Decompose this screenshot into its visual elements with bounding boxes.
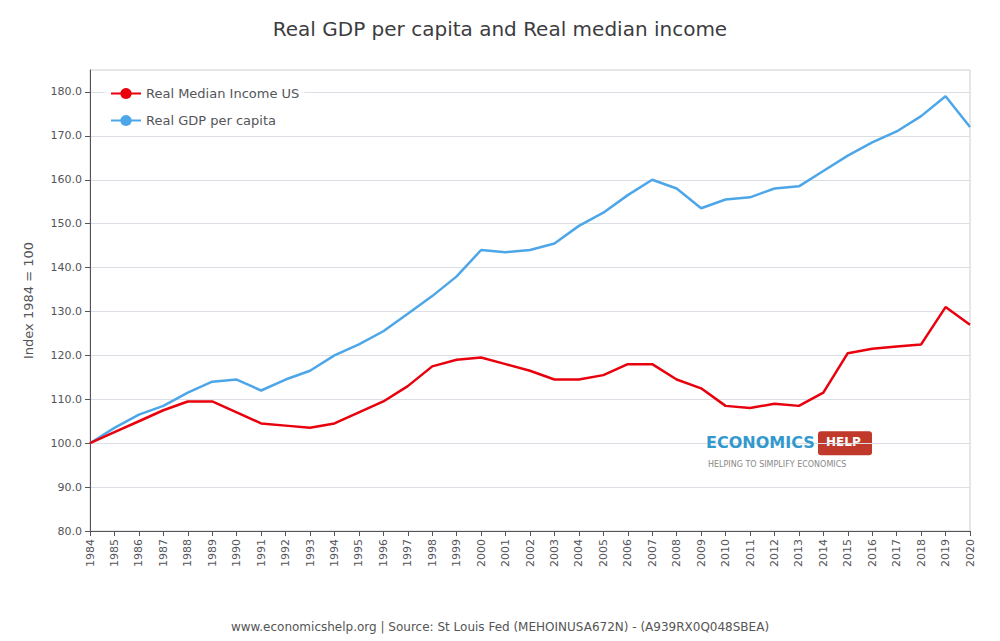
svg-text:1987: 1987 — [157, 539, 170, 567]
svg-text:1997: 1997 — [401, 539, 414, 567]
svg-text:2003: 2003 — [548, 539, 561, 567]
svg-text:Index 1984 = 100: Index 1984 = 100 — [21, 242, 36, 359]
svg-text:2008: 2008 — [670, 539, 683, 567]
svg-text:2011: 2011 — [744, 539, 757, 567]
svg-text:150.0: 150.0 — [51, 217, 83, 230]
svg-text:Real GDP per capita and Real m: Real GDP per capita and Real median inco… — [273, 17, 727, 41]
svg-text:120.0: 120.0 — [51, 349, 83, 362]
svg-text:2006: 2006 — [621, 539, 634, 567]
svg-text:2020: 2020 — [964, 539, 977, 567]
svg-text:2010: 2010 — [719, 539, 732, 567]
svg-text:160.0: 160.0 — [51, 173, 83, 186]
svg-text:ECONOMICS: ECONOMICS — [706, 433, 815, 452]
svg-text:2005: 2005 — [597, 539, 610, 567]
svg-text:HELP: HELP — [826, 435, 861, 449]
svg-text:1991: 1991 — [255, 539, 268, 567]
svg-text:1993: 1993 — [304, 539, 317, 567]
svg-text:2014: 2014 — [817, 539, 830, 567]
svg-text:1990: 1990 — [230, 539, 243, 567]
svg-text:140.0: 140.0 — [51, 261, 83, 274]
svg-text:1996: 1996 — [377, 539, 390, 567]
svg-text:80.0: 80.0 — [58, 525, 83, 538]
svg-text:1988: 1988 — [181, 539, 194, 567]
svg-text:2016: 2016 — [866, 539, 879, 567]
svg-text:1985: 1985 — [108, 539, 121, 567]
svg-text:HELPING TO SIMPLIFY ECONOMICS: HELPING TO SIMPLIFY ECONOMICS — [708, 460, 846, 469]
svg-text:2012: 2012 — [768, 539, 781, 567]
svg-text:2019: 2019 — [939, 539, 952, 567]
svg-text:1992: 1992 — [279, 539, 292, 567]
svg-text:2007: 2007 — [646, 539, 659, 567]
svg-text:1995: 1995 — [352, 539, 365, 567]
svg-text:Real Median Income US: Real Median Income US — [146, 86, 299, 101]
svg-text:1989: 1989 — [206, 539, 219, 567]
svg-text:2013: 2013 — [792, 539, 805, 567]
svg-text:1999: 1999 — [450, 539, 463, 567]
svg-text:100.0: 100.0 — [51, 437, 83, 450]
svg-text:1994: 1994 — [328, 539, 341, 567]
svg-text:Real GDP per capita: Real GDP per capita — [146, 113, 276, 128]
svg-text:2009: 2009 — [695, 539, 708, 567]
svg-text:110.0: 110.0 — [51, 393, 83, 406]
svg-text:2000: 2000 — [475, 539, 488, 567]
svg-text:1998: 1998 — [426, 539, 439, 567]
svg-text:170.0: 170.0 — [51, 129, 83, 142]
svg-text:2001: 2001 — [499, 539, 512, 567]
svg-text:www.economicshelp.org | Source: www.economicshelp.org | Source: St Louis… — [231, 620, 769, 634]
svg-text:2015: 2015 — [841, 539, 854, 567]
svg-text:2018: 2018 — [915, 539, 928, 567]
svg-text:130.0: 130.0 — [51, 305, 83, 318]
svg-text:90.0: 90.0 — [58, 481, 83, 494]
svg-text:1984: 1984 — [84, 539, 97, 567]
svg-text:2002: 2002 — [524, 539, 537, 567]
svg-text:180.0: 180.0 — [51, 85, 83, 98]
svg-text:1986: 1986 — [132, 539, 145, 567]
svg-text:2004: 2004 — [572, 539, 585, 567]
svg-text:2017: 2017 — [890, 539, 903, 567]
